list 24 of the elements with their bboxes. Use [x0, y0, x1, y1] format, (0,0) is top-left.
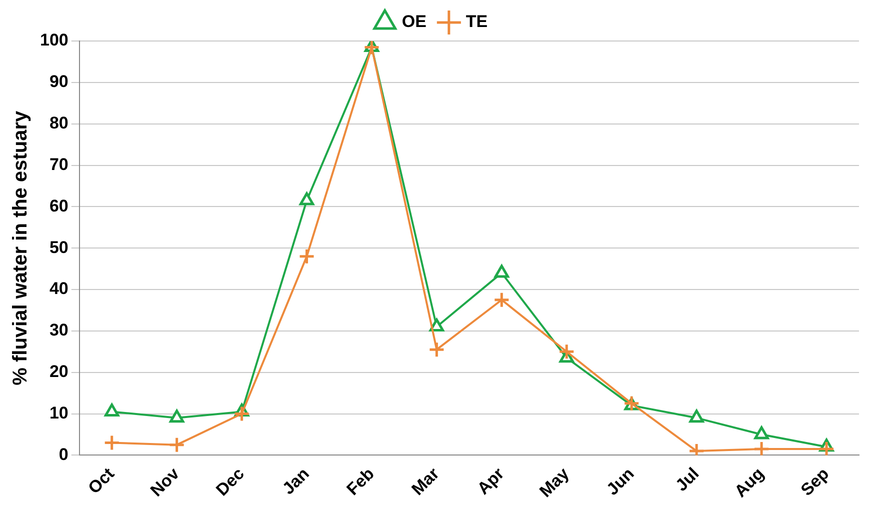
x-tick-label: Nov	[146, 464, 184, 500]
y-tick-label: 60	[49, 196, 68, 216]
y-tick-label: 70	[49, 154, 68, 174]
x-tick-label: Dec	[212, 464, 248, 500]
legend-label: OE	[402, 12, 426, 32]
y-tick-label: 30	[49, 320, 68, 340]
y-tick-label: 50	[49, 238, 68, 257]
x-tick-label: Apr	[474, 464, 508, 498]
y-tick-label: 20	[49, 362, 68, 382]
y-tick-label: 0	[58, 444, 68, 464]
y-tick-label: 40	[49, 279, 68, 298]
x-tick-label: Feb	[343, 464, 378, 499]
x-tick-label: Oct	[84, 464, 118, 498]
legend-label: TE	[466, 12, 488, 32]
y-tick-label: 80	[49, 114, 68, 133]
x-tick-label: Jun	[602, 464, 638, 499]
y-tick-label: 100	[40, 30, 68, 50]
y-axis-title: % fluvial water in the estuary	[10, 110, 32, 386]
x-tick-label: Jan	[278, 464, 313, 498]
x-tick-label: Jul	[672, 464, 703, 495]
x-tick-label: Sep	[797, 464, 833, 500]
y-tick-label: 90	[49, 72, 68, 92]
x-tick-label: Mar	[408, 464, 444, 499]
y-tick-label: 10	[49, 403, 68, 422]
